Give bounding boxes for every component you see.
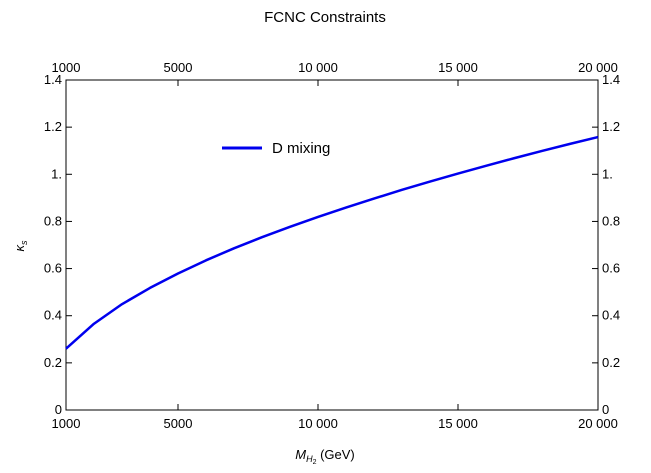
legend-label: D mixing xyxy=(272,140,330,157)
x-tick-label-bottom: 15 000 xyxy=(438,416,478,431)
x-tick-label-bottom: 1000 xyxy=(52,416,81,431)
x-tick-label-top: 20 000 xyxy=(578,60,618,75)
series-lines xyxy=(65,135,599,350)
legend: D mixing xyxy=(222,140,330,157)
y-tick-label-right: 1.2 xyxy=(602,119,620,134)
y-tick-label-right: 1. xyxy=(602,166,613,181)
y-tick-label-left: 0.8 xyxy=(44,213,62,228)
y-tick-label-right: 0 xyxy=(602,402,609,417)
x-tick-label-top: 10 000 xyxy=(298,60,338,75)
x-tick-label-top: 1000 xyxy=(52,60,81,75)
y-tick-label-left: 1.4 xyxy=(44,72,62,87)
x-tick-label-bottom: 5000 xyxy=(164,416,193,431)
x-tick-label-top: 15 000 xyxy=(438,60,478,75)
chart-title: FCNC Constraints xyxy=(264,9,386,26)
y-tick-label-left: 1.2 xyxy=(44,119,62,134)
x-tick-label-bottom: 20 000 xyxy=(578,416,618,431)
y-tick-label-left: 0.6 xyxy=(44,261,62,276)
y-tick-label-right: 0.2 xyxy=(602,355,620,370)
plot-frame xyxy=(65,79,599,411)
y-tick-label-left: 1. xyxy=(51,166,62,181)
y-tick-label-left: 0 xyxy=(55,402,62,417)
x-axis-label: MH2 (GeV) xyxy=(295,447,355,466)
y-tick-label-right: 0.6 xyxy=(602,261,620,276)
x-tick-label-bottom: 10 000 xyxy=(298,416,338,431)
y-tick-label-left: 0.2 xyxy=(44,355,62,370)
y-tick-label-left: 0.4 xyxy=(44,308,62,323)
series-line-d-mixing xyxy=(65,135,599,350)
ticks: 1000 1000 5000 5000 10 000 10 000 15 000 15 000… xyxy=(44,60,620,431)
y-tick-label-right: 0.4 xyxy=(602,308,620,323)
x-tick-label-top: 5000 xyxy=(164,60,193,75)
y-axis-label: κs xyxy=(12,240,29,252)
y-tick-label-right: 1.4 xyxy=(602,72,620,87)
y-tick-label-right: 0.8 xyxy=(602,213,620,228)
